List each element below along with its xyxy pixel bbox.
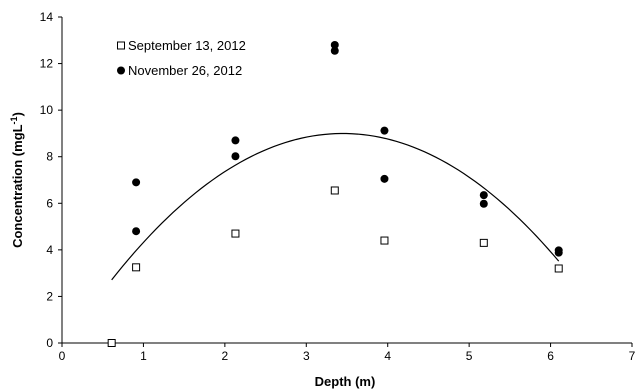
x-tick-label: 0 [59, 349, 66, 363]
y-tick-label: 4 [46, 243, 53, 257]
point-november [554, 248, 563, 257]
point-november [479, 191, 488, 200]
trendline [111, 132, 560, 281]
point-november [231, 136, 240, 145]
x-tick-label: 6 [547, 349, 554, 363]
point-november [132, 178, 141, 187]
point-september [107, 339, 116, 347]
x-tick-label: 1 [140, 349, 147, 363]
legend-marker-november [117, 66, 125, 75]
y-tick-label: 14 [40, 10, 54, 24]
point-november [380, 174, 389, 183]
y-axis-title-suffix: ) [10, 112, 25, 116]
point-september [132, 263, 141, 272]
y-axis-ticks: 0 2 4 6 8 10 12 14 [40, 10, 62, 350]
data-points [107, 40, 563, 347]
y-tick-label: 2 [46, 289, 53, 303]
y-tick-label: 12 [40, 57, 54, 71]
point-september [554, 264, 563, 273]
y-tick-label: 10 [40, 103, 54, 117]
point-september [479, 238, 488, 247]
x-tick-label: 2 [222, 349, 229, 363]
legend-label-november: November 26, 2012 [128, 63, 242, 78]
x-tick-label: 3 [303, 349, 310, 363]
x-axis-ticks: 0 1 2 3 4 5 6 7 [59, 343, 636, 363]
x-tick-label: 7 [629, 349, 636, 363]
point-september [330, 186, 339, 195]
y-axis-title-superscript: -1 [9, 116, 19, 124]
point-november [479, 199, 488, 208]
x-axis-title: Depth (m) [315, 374, 376, 389]
y-tick-label: 6 [46, 196, 53, 210]
point-november [380, 126, 389, 135]
point-november [330, 46, 339, 55]
legend-marker-september [117, 41, 125, 50]
point-november [231, 152, 240, 161]
y-tick-label: 8 [46, 150, 53, 164]
point-november [330, 40, 339, 49]
x-tick-label: 4 [384, 349, 391, 363]
y-axis-title: Concentration (mgL-1) [9, 112, 25, 248]
legend: September 13, 2012 November 26, 2012 [117, 38, 246, 78]
point-september [380, 236, 389, 245]
x-tick-label: 5 [466, 349, 473, 363]
legend-label-september: September 13, 2012 [128, 38, 246, 53]
point-november [132, 227, 141, 236]
y-tick-label: 0 [46, 336, 53, 350]
point-september [231, 229, 240, 238]
